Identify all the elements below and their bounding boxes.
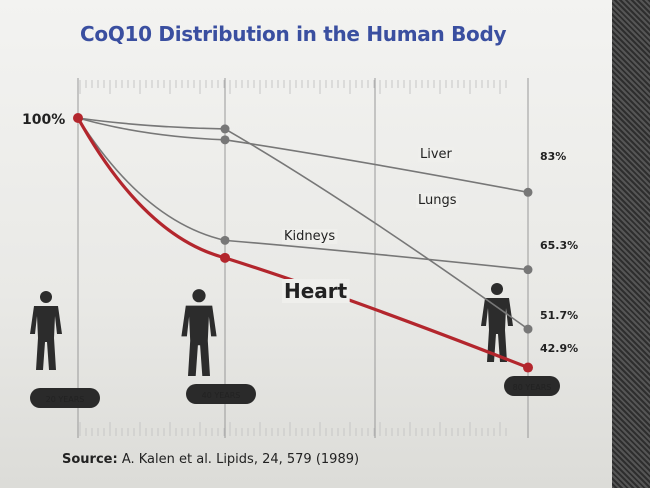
series-label-bg-heart [282,279,350,303]
end-value-label-lungs: 51.7% [540,309,578,322]
series-label-bg-lungs [416,193,459,208]
source-label: Source: [62,452,118,467]
end-value-label-kidneys: 65.3% [540,239,578,252]
series-line-heart [76,117,529,370]
series-label-bg-liver [418,147,455,162]
series-label-heart: Heart [284,279,348,303]
data-point-heart-1 [220,252,230,263]
age-pill-0 [30,388,100,408]
data-point-lungs-2 [523,324,533,334]
human-figure-1 [30,291,62,370]
data-point-kidneys-1 [220,235,230,245]
ruler-ticks [79,80,507,436]
data-point-lungs-1 [220,124,230,134]
data-point-heart-2 [523,362,533,373]
age-pill-1 [186,384,256,404]
y-start-label: 100% [22,112,65,128]
chart-title: CoQ10 Distribution in the Human Body [80,22,507,46]
series-label-bg-kidneys [282,229,338,244]
source-text: A. Kalen et al. Lipids, 24, 579 (1989) [121,452,360,467]
series-lines [76,117,529,370]
age-label-2: 80 YEARS [513,383,552,392]
series-line-liver [77,117,529,194]
age-pill-2 [504,376,560,396]
chart-svg: 100% Liver Lungs Kidneys Heart 83% 51.7% 65.3% 4… [22,78,578,438]
series-line-lungs [77,117,529,330]
source-citation: Source: A. Kalen et al. Lipids, 24, 579 … [62,452,359,467]
data-points [73,113,533,373]
chart-labels: 100% Liver Lungs Kidneys Heart 83% 51.7% 65.3% 4… [22,112,578,408]
data-point-start [73,113,83,123]
end-value-label-heart: 42.9% [540,342,578,355]
data-point-kidneys-2 [523,265,533,275]
human-figures [30,283,513,376]
age-label-0: 20 YEARS [46,395,85,404]
series-label-kidneys: Kidneys [284,229,335,244]
series-label-lungs: Lungs [418,193,457,208]
background-fabric [612,0,650,488]
data-point-liver-1 [220,135,230,145]
age-label-1: 40 YEARS [202,391,241,400]
end-value-label-liver: 83% [540,150,566,163]
series-line-kidneys [77,117,529,271]
data-point-liver-2 [523,187,533,197]
human-figure-3 [481,283,513,362]
magazine-page: CoQ10 Distribution in the Human Body 100… [0,0,612,488]
series-label-liver: Liver [420,147,453,162]
human-figure-2 [181,289,217,376]
